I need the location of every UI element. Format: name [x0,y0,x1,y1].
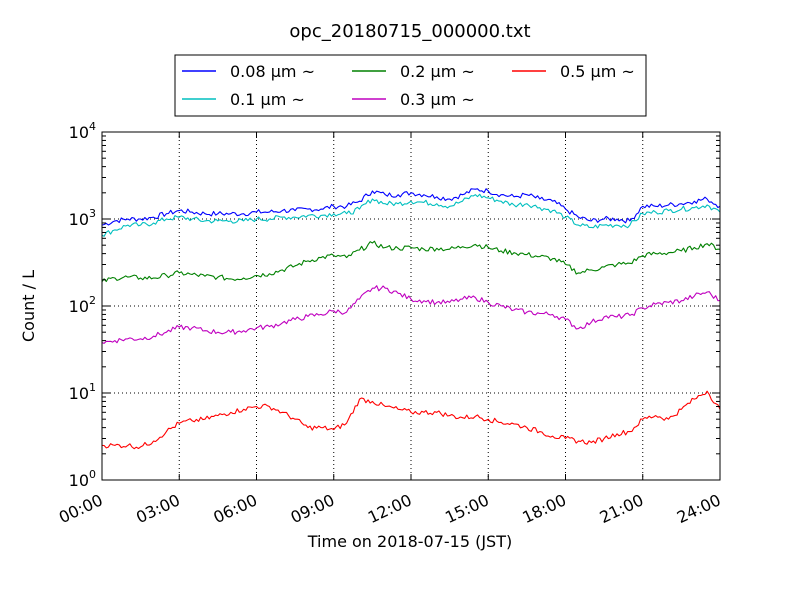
legend: 0.08 μm ~ 0.1 μm ~ 0.2 μm ~ 0.3 μm ~ 0.5 μm … [174,54,647,117]
y-tick-label: 104 [69,120,96,142]
axis-layer: 00:00 03:00 06:00 09:00 12:00 15:00 18:00 21:00… [56,120,724,527]
legend-label-0: 0.08 μm ~ [230,62,315,81]
plot-frame [101,131,721,481]
x-tick-label: 18:00 [519,490,569,527]
legend-frame [174,54,647,117]
y-tick-label: 100 [69,468,96,490]
y-tick-label: 103 [69,207,96,229]
grid-layer [102,132,720,480]
legend-label-2: 0.2 μm ~ [400,62,475,81]
x-tick-label: 24:00 [674,490,724,527]
series-layer [101,188,721,450]
series-line-1 [101,193,721,237]
y-tick-label: 102 [69,294,96,316]
chart-title: opc_20180715_000000.txt [289,21,530,42]
x-tick-label: 03:00 [133,490,183,527]
x-tick-label: 12:00 [365,490,415,527]
series-line-3 [101,285,721,344]
y-axis-label: Count / L [19,270,38,342]
x-tick-label: 09:00 [288,490,338,527]
x-tick-label: 06:00 [210,490,260,527]
legend-label-3: 0.3 μm ~ [400,90,475,109]
series-line-4 [101,390,721,450]
x-axis-label: Time on 2018-07-15 (JST) [307,532,512,551]
x-tick-label: 00:00 [56,490,106,527]
y-tick-label: 101 [69,381,96,403]
legend-label-1: 0.1 μm ~ [230,90,305,109]
legend-label-4: 0.5 μm ~ [560,62,635,81]
series-line-2 [101,240,720,283]
series-line-0 [101,188,721,226]
x-tick-label: 15:00 [442,490,492,527]
x-tick-label: 21:00 [597,490,647,527]
